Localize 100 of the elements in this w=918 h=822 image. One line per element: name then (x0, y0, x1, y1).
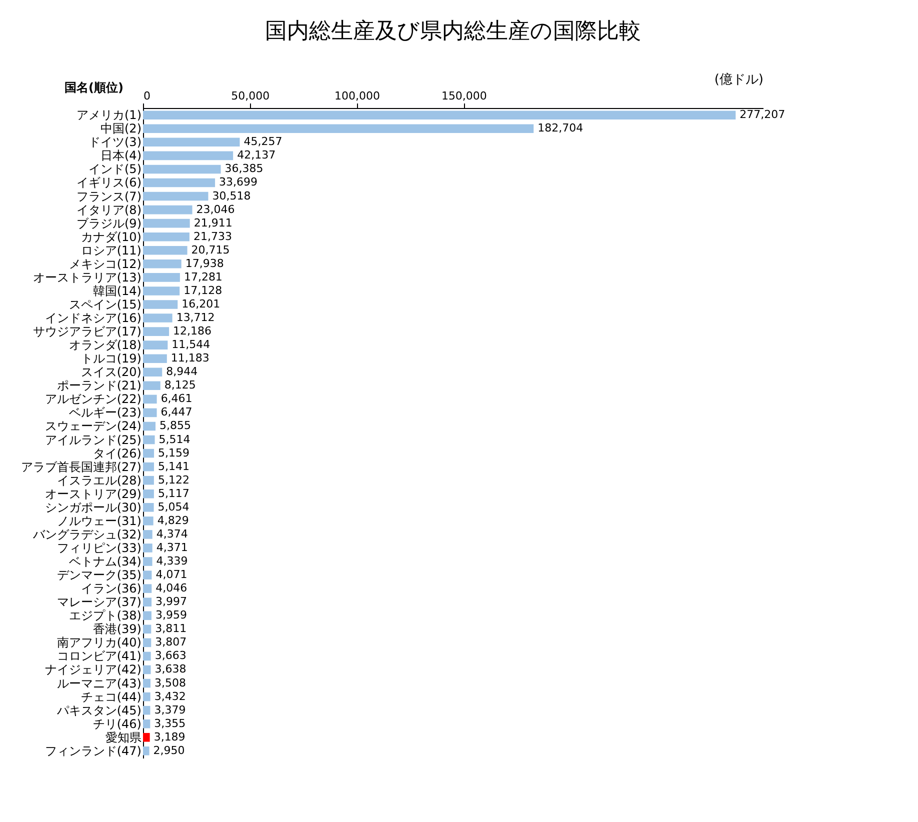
y-tick-label: アメリカ(1) (76, 108, 142, 122)
y-tick-label: アイルランド(25) (44, 432, 142, 447)
data-label: 3,508 (154, 676, 186, 690)
y-tick-label: インド(5) (88, 162, 142, 176)
data-label: 3,432 (154, 690, 186, 703)
y-tick-label: イスラエル(28) (56, 473, 142, 488)
y-tick-label: バングラデシュ(32) (32, 527, 142, 542)
y-tick-label: ベトナム(34) (68, 554, 142, 569)
chart-title: 国内総生産及び県内総生産の国際比較 (265, 19, 641, 44)
data-label: 17,281 (184, 270, 222, 284)
data-label: 6,461 (160, 392, 192, 406)
y-tick-label: ノルウェー(31) (56, 514, 142, 528)
data-label: 3,959 (155, 608, 187, 622)
data-label: 4,339 (156, 554, 188, 568)
x-tick-label: 150,000 (441, 90, 487, 102)
data-label: 4,046 (156, 582, 188, 595)
data-label: 21,911 (194, 216, 232, 230)
y-tick-label: イタリア(8) (76, 202, 142, 217)
data-label: 8,944 (166, 365, 198, 378)
y-tick-label: スペイン(15) (68, 297, 142, 312)
data-label: 36,385 (224, 162, 264, 176)
y-tick-label: ロシア(11) (80, 243, 142, 258)
y-tick-label: ブラジル(9) (76, 216, 142, 230)
data-label: 3,807 (155, 636, 187, 649)
y-tick-label: チェコ(44) (80, 690, 142, 704)
data-label: 2,950 (153, 744, 185, 757)
y-tick-label: ナイジェリア(42) (44, 662, 142, 677)
y-tick-label: フランス(7) (76, 189, 142, 204)
data-label: 3,663 (154, 649, 186, 662)
y-tick-label: マレーシア(37) (56, 595, 142, 610)
y-tick-label: 日本(4) (100, 148, 142, 163)
data-label: 3,997 (156, 595, 188, 608)
data-label: 3,189 (154, 730, 186, 744)
data-label: 4,374 (156, 527, 188, 540)
y-tick-label: オーストラリア(13) (32, 270, 142, 284)
data-label: 17,938 (185, 256, 224, 270)
data-label: 8,125 (164, 378, 196, 392)
data-label: 33,699 (219, 176, 258, 189)
x-axis-title: (億ドル) (714, 72, 764, 88)
y-tick-label: パキスタン(45) (56, 703, 142, 718)
data-label: 3,355 (154, 716, 186, 730)
y-tick-label: アルゼンチン(22) (44, 392, 142, 406)
data-label: 182,704 (538, 122, 584, 135)
y-tick-label: インドネシア(16) (44, 311, 142, 326)
y-tick-label: トルコ(19) (80, 352, 142, 366)
data-label: 20,715 (191, 243, 230, 256)
y-tick-label: ドイツ(3) (88, 135, 142, 150)
y-tick-label: コロンビア(41) (56, 649, 142, 664)
data-label: 21,733 (193, 230, 232, 243)
y-tick-label: メキシコ(12) (68, 256, 142, 271)
data-label: 13,712 (176, 311, 215, 324)
y-tick-label: 中国(2) (100, 122, 142, 136)
x-tick-label: 0 (144, 90, 150, 102)
data-label: 6,447 (160, 406, 192, 419)
y-tick-label: エジプト(38) (68, 608, 142, 623)
y-tick-label: カナダ(10) (80, 230, 142, 244)
data-label: 5,054 (158, 500, 190, 514)
data-label: 277,207 (740, 108, 786, 122)
x-tick-label: 100,000 (334, 90, 380, 102)
y-tick-label: フィリピン(33) (56, 540, 142, 555)
y-tick-label: 韓国(14) (92, 284, 142, 298)
y-axis-title: 国名(順位) (64, 80, 124, 94)
data-label: 5,855 (160, 419, 192, 432)
data-label: 4,071 (156, 568, 188, 582)
y-tick-label: イギリス(6) (76, 176, 142, 190)
data-label: 42,137 (237, 148, 276, 162)
data-label: 3,811 (155, 622, 187, 636)
data-label: 30,518 (212, 189, 251, 202)
y-tick-label: 香港(39) (92, 622, 142, 636)
y-tick-label: チリ(46) (92, 716, 142, 731)
data-label: 5,141 (158, 460, 190, 473)
y-tick-label: スウェーデン(24) (44, 419, 142, 434)
data-label: 3,638 (154, 662, 186, 676)
data-label: 17,128 (184, 284, 222, 297)
y-tick-label: シンガポール(30) (44, 500, 142, 514)
data-label: 11,544 (172, 338, 210, 352)
y-tick-label: 愛知県 (106, 730, 142, 744)
data-label: 4,829 (157, 514, 189, 527)
y-tick-label: 南アフリカ(40) (56, 636, 142, 650)
data-label: 3,379 (154, 703, 186, 716)
y-tick-label: スイス(20) (80, 365, 142, 380)
data-label: 23,046 (196, 202, 235, 216)
data-label: 16,201 (182, 297, 220, 310)
data-label: 11,183 (170, 352, 210, 365)
data-label: 5,117 (158, 486, 190, 500)
y-tick-label: ルーマニア(43) (56, 676, 142, 690)
data-label: 5,159 (158, 446, 190, 460)
y-tick-label: アラブ首長国連邦(27) (20, 460, 142, 474)
data-label: 12,186 (173, 324, 212, 338)
x-tick-label: 50,000 (231, 90, 270, 102)
y-tick-label: ポーランド(21) (56, 378, 142, 393)
y-tick-label: イラン(36) (80, 582, 142, 596)
y-tick-label: ベルギー(23) (68, 406, 142, 420)
data-label: 5,122 (158, 473, 190, 486)
data-label: 4,371 (156, 540, 188, 554)
y-tick-label: サウジアラビア(17) (32, 324, 142, 339)
data-label: 5,514 (158, 432, 190, 446)
data-label: 45,257 (244, 135, 282, 148)
y-tick-label: フィンランド(47) (44, 744, 142, 758)
y-tick-label: オーストリア(29) (44, 486, 142, 501)
